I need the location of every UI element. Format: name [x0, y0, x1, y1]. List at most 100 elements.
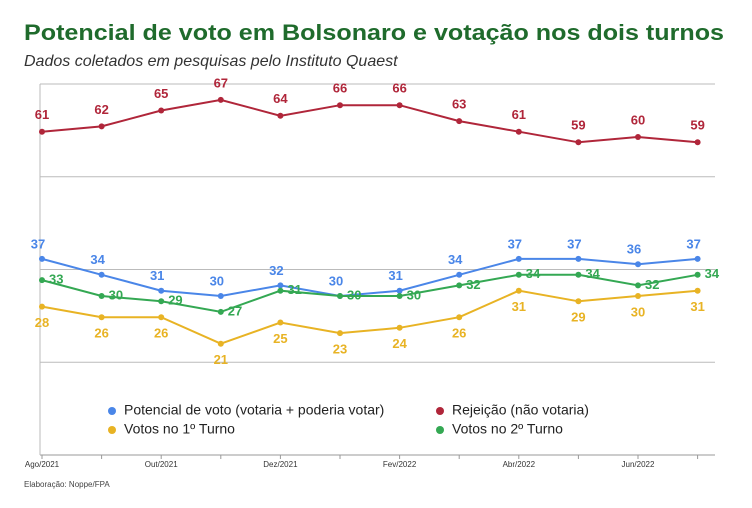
legend-label: Rejeição (não votaria) — [452, 402, 589, 418]
data-point — [515, 271, 522, 278]
data-label: 32 — [269, 263, 283, 278]
legend-label: Votos no 1º Turno — [124, 421, 235, 437]
data-point — [694, 139, 701, 146]
data-label: 63 — [452, 97, 466, 112]
data-point — [515, 128, 522, 135]
series-line — [41, 98, 698, 144]
data-point — [337, 330, 343, 337]
data-point — [158, 298, 165, 305]
data-label: 65 — [154, 86, 168, 101]
data-label: 21 — [214, 352, 228, 367]
data-label: 64 — [273, 91, 288, 106]
data-label: 37 — [508, 236, 522, 251]
x-tick-label: Out/2021 — [145, 460, 178, 469]
data-point — [217, 340, 224, 347]
legend-marker — [436, 426, 444, 434]
legend-marker — [436, 407, 444, 415]
data-point — [575, 139, 582, 146]
data-label: 60 — [631, 112, 645, 127]
data-label: 26 — [154, 326, 168, 341]
data-label: 31 — [512, 299, 526, 314]
data-label: 30 — [329, 273, 343, 288]
data-point — [396, 287, 403, 294]
x-tick-label: Dez/2021 — [263, 460, 298, 469]
data-label: 34 — [448, 252, 463, 267]
data-label: 30 — [631, 304, 645, 319]
data-label: 30 — [109, 287, 123, 302]
data-label: 29 — [571, 310, 585, 325]
data-point — [158, 107, 165, 114]
data-point — [396, 324, 403, 331]
data-label: 61 — [512, 107, 526, 122]
data-label: 67 — [214, 75, 228, 90]
data-label: 34 — [705, 266, 720, 281]
chart-title: Potencial de voto em Bolsonaro e votação… — [24, 20, 724, 45]
x-tick-label: Jun/2022 — [622, 460, 655, 469]
data-point — [158, 287, 165, 294]
data-point — [694, 287, 701, 294]
data-label: 61 — [35, 107, 49, 122]
data-point — [39, 128, 45, 135]
data-point — [694, 255, 701, 262]
data-label: 66 — [392, 81, 406, 96]
data-point — [39, 277, 45, 284]
data-point — [98, 271, 105, 278]
legend-marker — [108, 407, 116, 415]
data-label: 34 — [90, 252, 105, 267]
data-label: 23 — [333, 342, 347, 357]
data-label: 30 — [347, 287, 361, 302]
data-point — [217, 293, 224, 299]
data-label: 29 — [168, 293, 182, 308]
data-point — [217, 96, 224, 103]
series-line — [41, 273, 698, 313]
data-point — [217, 308, 224, 315]
data-label: 34 — [526, 266, 541, 281]
legend-label: Potencial de voto (votaria + poderia vot… — [124, 402, 384, 418]
data-point — [277, 287, 284, 294]
data-label: 31 — [388, 268, 402, 283]
data-label: 27 — [228, 303, 242, 318]
x-tick-label: Fev/2022 — [383, 460, 417, 469]
data-point — [456, 282, 463, 289]
data-label: 62 — [94, 102, 108, 117]
data-point — [277, 282, 284, 289]
data-label: 31 — [150, 268, 164, 283]
data-label: 30 — [210, 273, 224, 288]
data-point — [456, 118, 463, 125]
data-point — [575, 298, 582, 305]
data-point — [98, 314, 105, 321]
data-point — [575, 255, 582, 262]
data-label: 37 — [31, 236, 45, 251]
data-label: 34 — [585, 266, 600, 281]
data-label: 32 — [645, 277, 659, 292]
data-label: 31 — [287, 282, 301, 297]
data-label: 33 — [49, 272, 63, 287]
data-point — [635, 282, 641, 289]
data-label: 37 — [686, 236, 700, 251]
series-line — [41, 257, 698, 298]
data-label: 37 — [567, 236, 581, 251]
data-point — [39, 303, 45, 310]
data-point — [39, 255, 45, 262]
data-label: 28 — [35, 315, 49, 330]
legend-marker — [108, 426, 116, 434]
data-point — [456, 314, 463, 321]
data-point — [515, 255, 522, 262]
data-point — [98, 293, 105, 299]
legend-label: Votos no 2º Turno — [452, 421, 563, 437]
data-point — [396, 293, 403, 299]
data-label: 26 — [94, 326, 108, 341]
data-label: 26 — [452, 326, 466, 341]
data-point — [575, 271, 582, 278]
data-point — [337, 102, 343, 109]
series-line — [41, 289, 698, 345]
data-label: 31 — [690, 299, 704, 314]
data-point — [635, 261, 641, 268]
data-label: 59 — [571, 118, 585, 133]
x-tick-label: Ago/2021 — [25, 460, 60, 469]
data-point — [277, 319, 284, 326]
data-point — [98, 123, 105, 130]
data-label: 36 — [627, 242, 641, 257]
data-point — [277, 112, 284, 119]
